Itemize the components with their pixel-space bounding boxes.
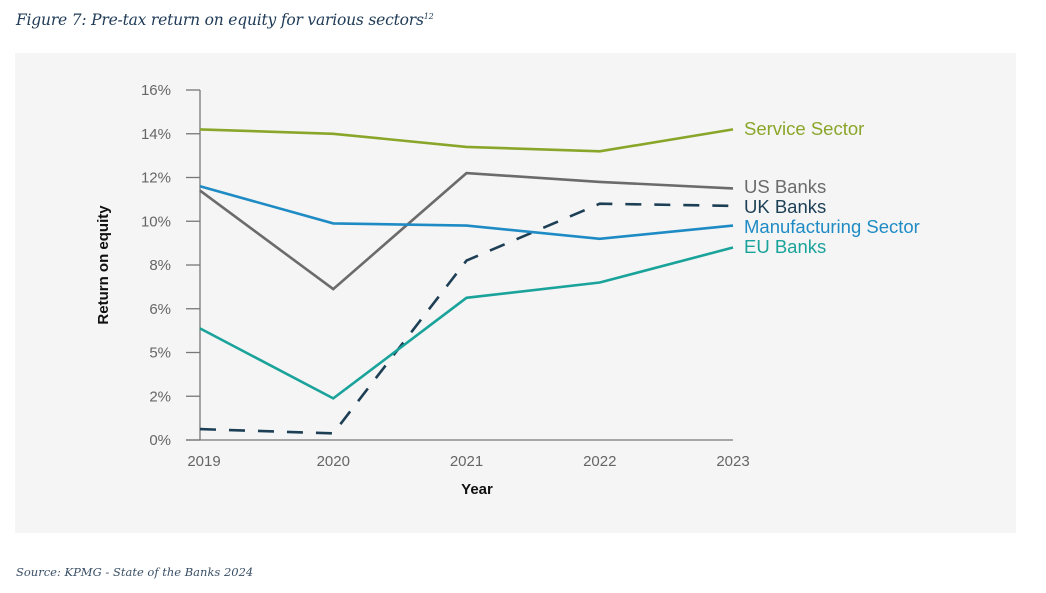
y-tick-label: 10% <box>141 213 171 230</box>
x-tick-label: 2021 <box>450 453 483 470</box>
y-tick-label: 8% <box>149 257 171 274</box>
series-line-us-banks <box>199 171 734 291</box>
x-tick-label: 2022 <box>583 453 616 470</box>
legend-label-service-sector: Service Sector <box>744 118 864 139</box>
series-line-service-sector <box>199 128 734 153</box>
x-tick-label: 2020 <box>317 453 350 470</box>
x-tick-label: 2023 <box>716 453 749 470</box>
footnote-marker: 12 <box>423 11 434 21</box>
y-tick-label: 5% <box>149 345 171 362</box>
series-line-eu-banks <box>199 246 734 400</box>
series-group <box>199 128 734 435</box>
y-axis-title: Return on equity <box>95 205 112 325</box>
legend-label-manufacturing-sector: Manufacturing Sector <box>744 216 920 237</box>
series-line-manufacturing-sector <box>199 185 734 241</box>
y-tick-label: 2% <box>149 388 171 405</box>
y-tick-label: 16% <box>141 82 171 99</box>
legend-label-us-banks: US Banks <box>744 176 826 197</box>
legend-label-eu-banks: EU Banks <box>744 236 826 257</box>
y-tick-label: 0% <box>149 432 171 449</box>
y-tick-label: 12% <box>141 170 171 187</box>
figure-title-text: Figure 7: Pre-tax return on equity for v… <box>16 11 424 29</box>
axes: 0% 2% 5% 6% 8% 10% 12% 14% 16% 2019 2020 2021 2022 20… <box>141 82 750 470</box>
series-line-uk-banks <box>199 202 734 435</box>
legend-label-uk-banks: UK Banks <box>744 196 826 217</box>
y-tick-label: 6% <box>149 301 171 318</box>
figure-title: Figure 7: Pre-tax return on equity for v… <box>16 11 434 29</box>
y-tick-label: 14% <box>141 126 171 143</box>
figure-source: Source: KPMG - State of the Banks 2024 <box>16 565 254 579</box>
x-tick-label: 2019 <box>187 453 220 470</box>
x-axis-title: Year <box>461 481 493 498</box>
